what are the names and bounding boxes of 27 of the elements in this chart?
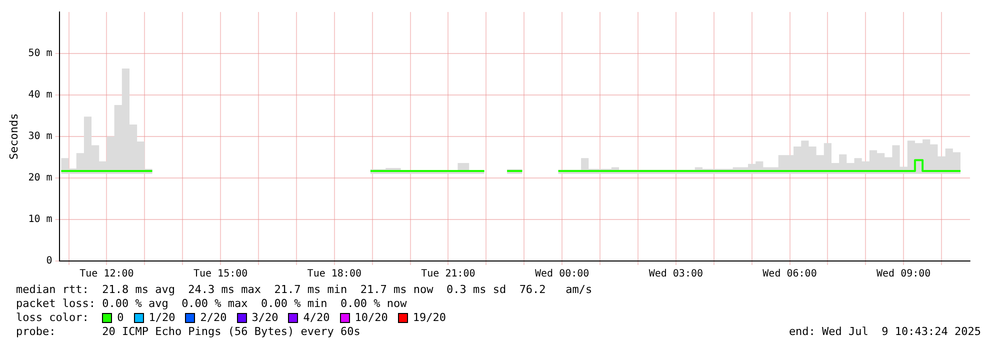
legend-label: 1/20 — [148, 311, 176, 324]
legend-label: 19/20 — [412, 311, 446, 324]
y-tick-label: 40 m — [28, 90, 52, 101]
x-tick-label: Wed 00:00 — [534, 268, 590, 280]
y-tick-label: 50 m — [28, 48, 52, 60]
legend-label: 2/20 — [200, 311, 227, 324]
x-tick-label: Tue 21:00 — [421, 268, 476, 280]
legend-label: 4/20 — [303, 311, 330, 324]
y-tick-label: 20 m — [28, 172, 52, 184]
y-tick-label: 10 m — [28, 214, 52, 226]
text: probe: 20 ICMP Echo Pings (56 Bytes) every 60s — [16, 325, 360, 339]
legend-label: 10/20 — [354, 311, 388, 324]
text: median rtt: 21.8 ms avg 24.3 ms max 21.7 ms min 21.7 ms now 0.3 ms sd 76.2 am/s — [16, 283, 594, 297]
text: packet loss: 0.00 % avg 0.00 % max 0.00 % min 0.00 % now — [16, 297, 408, 311]
x-tick-label: Tue 15:00 — [193, 268, 248, 280]
x-tick-label: Tue 18:00 — [307, 268, 362, 280]
legend-title: loss color: — [16, 311, 90, 324]
legend-label: 3/20 — [252, 311, 278, 324]
x-tick-label: Tue 12:00 — [80, 268, 134, 280]
y-tick-label: 0 — [46, 256, 52, 267]
legend-label: 0 — [117, 311, 124, 324]
y-tick-label: 30 m — [28, 131, 52, 142]
text: end: Wed Jul 9 10:43:24 2025 — [788, 325, 981, 339]
y-axis-title: Seconds — [7, 113, 20, 160]
x-tick-label: Wed 06:00 — [762, 268, 817, 280]
x-tick-label: Wed 09:00 — [876, 268, 931, 280]
x-tick-label: Wed 03:00 — [648, 268, 704, 280]
